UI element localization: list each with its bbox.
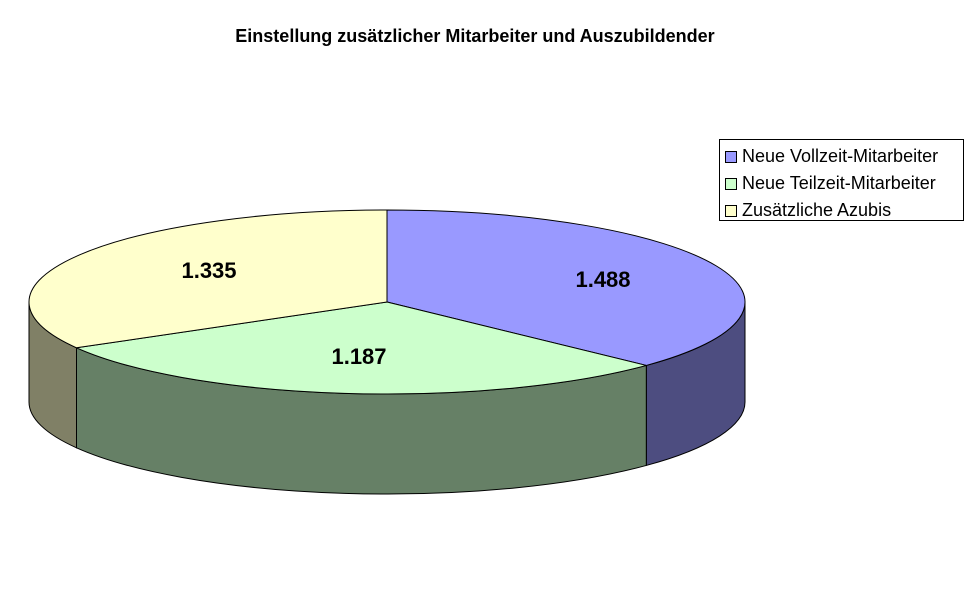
legend-swatch-vollzeit [725, 150, 737, 163]
legend: Neue Vollzeit-Mitarbeiter Neue Teilzeit-… [719, 139, 964, 221]
legend-label-vollzeit: Neue Vollzeit-Mitarbeiter [742, 146, 939, 166]
chart-title: Einstellung zusätzlicher Mitarbeiter und… [235, 26, 715, 46]
data-label-azubis: 1.335 [181, 258, 236, 283]
pie-slice-vollzeit [386, 209, 746, 366]
legend-item-teilzeit: Neue Teilzeit-Mitarbeiter [725, 170, 963, 197]
data-label-teilzeit: 1.187 [331, 344, 386, 369]
pie-slice-azubis [28, 209, 388, 349]
legend-item-vollzeit: Neue Vollzeit-Mitarbeiter [725, 143, 963, 170]
legend-item-azubis: Zusätzliche Azubis [725, 197, 963, 224]
legend-swatch-azubis [725, 204, 737, 217]
legend-label-azubis: Zusätzliche Azubis [742, 200, 892, 220]
pie-slice-teilzeit [74, 301, 647, 395]
legend-swatch-teilzeit [725, 177, 737, 190]
legend-label-teilzeit: Neue Teilzeit-Mitarbeiter [742, 173, 936, 193]
data-label-vollzeit: 1.488 [575, 267, 630, 292]
